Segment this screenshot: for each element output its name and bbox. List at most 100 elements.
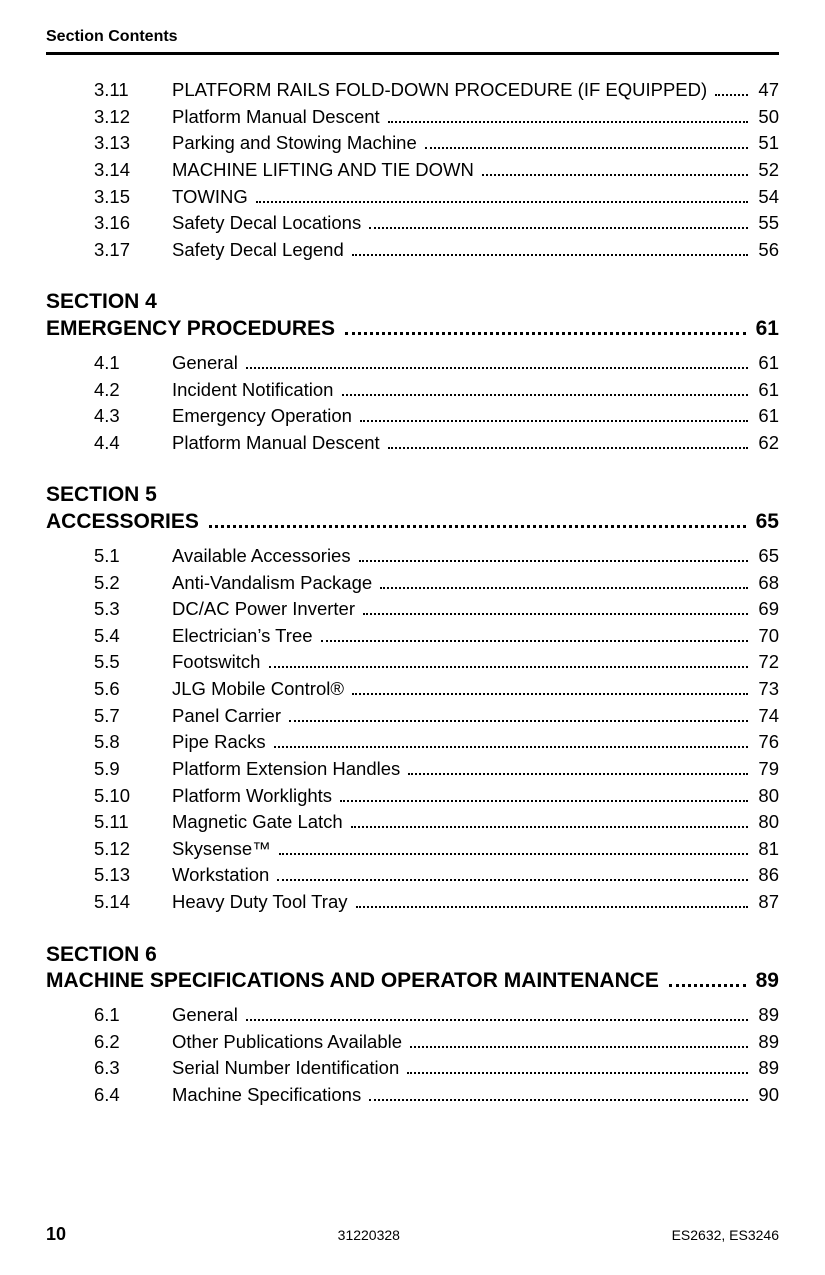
toc-entry-number: 5.11 xyxy=(94,809,172,836)
toc-entry-page: 47 xyxy=(751,77,779,104)
toc-entry-page: 61 xyxy=(751,350,779,377)
dot-leader xyxy=(369,1089,748,1101)
dot-leader xyxy=(351,816,748,828)
toc-entry-number: 5.2 xyxy=(94,570,172,597)
page: Section Contents 3.11PLATFORM RAILS FOLD… xyxy=(0,0,825,1275)
section-page: 89 xyxy=(750,968,779,994)
toc-entry: 4.1General 61 xyxy=(94,350,779,377)
section-page: 61 xyxy=(750,316,779,342)
section-label: SECTION 4 xyxy=(46,289,779,315)
toc-entry: 5.12Skysense™ 81 xyxy=(94,836,779,863)
toc-entry-body: Machine Specifications 90 xyxy=(172,1082,779,1109)
toc-entry-page: 61 xyxy=(751,403,779,430)
toc-entry-body: Safety Decal Legend 56 xyxy=(172,237,779,264)
page-number: 10 xyxy=(46,1224,66,1245)
toc-entry-page: 89 xyxy=(751,1055,779,1082)
toc-entry-page: 70 xyxy=(751,623,779,650)
toc-entry: 5.13Workstation 86 xyxy=(94,862,779,889)
dot-leader xyxy=(209,513,746,528)
toc-entry-title: DC/AC Power Inverter xyxy=(172,596,360,623)
toc-entry-body: Heavy Duty Tool Tray 87 xyxy=(172,889,779,916)
dot-leader xyxy=(360,410,748,422)
running-header: Section Contents xyxy=(46,28,779,55)
toc-entry-number: 6.2 xyxy=(94,1029,172,1056)
toc-entry-title: Other Publications Available xyxy=(172,1029,407,1056)
toc-entry-page: 89 xyxy=(751,1029,779,1056)
toc-entry-title: General xyxy=(172,1002,243,1029)
toc-entry-title: Emergency Operation xyxy=(172,403,357,430)
toc-block: 5.1Available Accessories 655.2Anti-Vanda… xyxy=(46,543,779,916)
dot-leader xyxy=(380,576,748,588)
toc-entry-number: 3.13 xyxy=(94,130,172,157)
toc-entry: 3.11PLATFORM RAILS FOLD-DOWN PROCEDURE (… xyxy=(94,77,779,104)
dot-leader xyxy=(277,869,748,881)
dot-leader xyxy=(482,164,748,176)
toc-entry-page: 74 xyxy=(751,703,779,730)
toc-entry-page: 61 xyxy=(751,377,779,404)
dot-leader xyxy=(408,763,748,775)
toc-entry-page: 87 xyxy=(751,889,779,916)
toc-entry-body: Incident Notification 61 xyxy=(172,377,779,404)
toc-entry-number: 4.2 xyxy=(94,377,172,404)
toc-entry-body: Footswitch 72 xyxy=(172,649,779,676)
dot-leader xyxy=(340,789,748,801)
toc-entry: 6.3Serial Number Identification 89 xyxy=(94,1055,779,1082)
toc-entry-body: DC/AC Power Inverter 69 xyxy=(172,596,779,623)
toc-entry-title: Machine Specifications xyxy=(172,1082,366,1109)
dot-leader xyxy=(246,357,748,369)
toc-entry-title: Safety Decal Locations xyxy=(172,210,366,237)
toc-entry: 5.11Magnetic Gate Latch 80 xyxy=(94,809,779,836)
toc-entry-page: 76 xyxy=(751,729,779,756)
toc-entry-page: 65 xyxy=(751,543,779,570)
toc-entry: 5.7Panel Carrier 74 xyxy=(94,703,779,730)
toc-entry-number: 3.12 xyxy=(94,104,172,131)
toc-entry-title: Serial Number Identification xyxy=(172,1055,404,1082)
toc-entry-body: Workstation 86 xyxy=(172,862,779,889)
toc-entry-title: Incident Notification xyxy=(172,377,339,404)
toc-entry-page: 73 xyxy=(751,676,779,703)
toc-entry-title: Workstation xyxy=(172,862,274,889)
dot-leader xyxy=(363,603,748,615)
toc-entry-body: Magnetic Gate Latch 80 xyxy=(172,809,779,836)
section-heading: SECTION 6MACHINE SPECIFICATIONS AND OPER… xyxy=(46,942,779,995)
toc-entry-title: JLG Mobile Control® xyxy=(172,676,349,703)
toc-entry-page: 81 xyxy=(751,836,779,863)
toc-entry-body: Anti-Vandalism Package 68 xyxy=(172,570,779,597)
toc-block: 3.11PLATFORM RAILS FOLD-DOWN PROCEDURE (… xyxy=(46,77,779,263)
model-codes: ES2632, ES3246 xyxy=(672,1227,779,1243)
toc-entry-number: 4.3 xyxy=(94,403,172,430)
toc-entry-body: MACHINE LIFTING AND TIE DOWN 52 xyxy=(172,157,779,184)
toc-entry-title: PLATFORM RAILS FOLD-DOWN PROCEDURE (IF E… xyxy=(172,77,712,104)
toc-entry: 4.2Incident Notification 61 xyxy=(94,377,779,404)
toc-entry-number: 5.5 xyxy=(94,649,172,676)
toc-entry-title: Pipe Racks xyxy=(172,729,271,756)
dot-leader xyxy=(279,843,748,855)
toc-entry-page: 69 xyxy=(751,596,779,623)
toc-entry-title: Platform Manual Descent xyxy=(172,430,385,457)
toc-entry-page: 90 xyxy=(751,1082,779,1109)
toc-entry-body: Platform Extension Handles 79 xyxy=(172,756,779,783)
dot-leader xyxy=(274,736,749,748)
toc-entry-number: 3.17 xyxy=(94,237,172,264)
toc-entry-page: 50 xyxy=(751,104,779,131)
section-title-row: MACHINE SPECIFICATIONS AND OPERATOR MAIN… xyxy=(46,968,779,994)
toc-entry-number: 5.12 xyxy=(94,836,172,863)
toc-entry-title: Anti-Vandalism Package xyxy=(172,570,377,597)
toc-entry-number: 5.7 xyxy=(94,703,172,730)
toc-entry-number: 5.1 xyxy=(94,543,172,570)
toc-entry-body: PLATFORM RAILS FOLD-DOWN PROCEDURE (IF E… xyxy=(172,77,779,104)
toc-root: 3.11PLATFORM RAILS FOLD-DOWN PROCEDURE (… xyxy=(46,77,779,1109)
dot-leader xyxy=(369,217,748,229)
toc-entry-page: 80 xyxy=(751,783,779,810)
dot-leader xyxy=(246,1009,748,1021)
dot-leader xyxy=(669,972,746,987)
toc-entry-number: 6.1 xyxy=(94,1002,172,1029)
section-label: SECTION 6 xyxy=(46,942,779,968)
page-footer: 10 31220328 ES2632, ES3246 xyxy=(0,1224,825,1245)
toc-entry-body: Platform Manual Descent 62 xyxy=(172,430,779,457)
dot-leader xyxy=(388,111,748,123)
toc-entry-body: Emergency Operation 61 xyxy=(172,403,779,430)
toc-entry-title: Magnetic Gate Latch xyxy=(172,809,348,836)
toc-entry-title: MACHINE LIFTING AND TIE DOWN xyxy=(172,157,479,184)
toc-entry: 4.4Platform Manual Descent 62 xyxy=(94,430,779,457)
